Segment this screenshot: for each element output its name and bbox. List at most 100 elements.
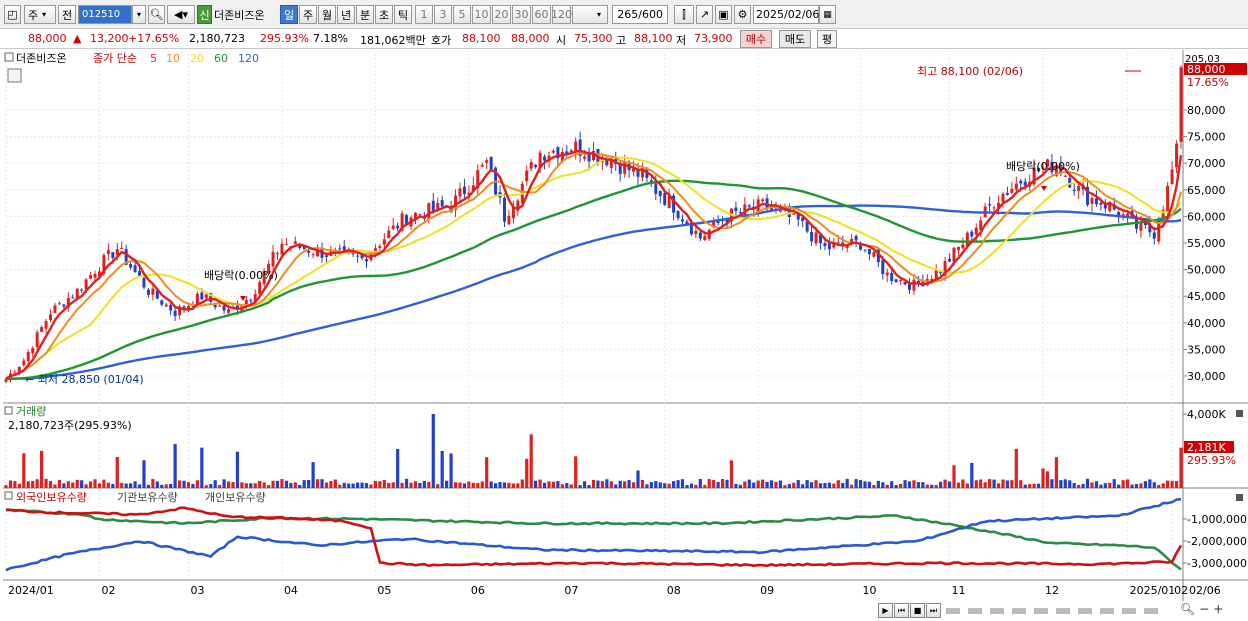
sell-button[interactable]: 매도: [779, 30, 811, 48]
interval-button-3[interactable]: 3: [434, 5, 452, 24]
play-icon[interactable]: ▶: [878, 603, 893, 618]
code-dropdown-icon[interactable]: ▾: [132, 5, 146, 24]
candle-body: [244, 299, 248, 304]
candle-body: [342, 246, 346, 251]
crosshair-icon[interactable]: ↗: [696, 5, 713, 24]
volume-bar: [1028, 484, 1032, 488]
volume-bar: [983, 482, 987, 488]
volume-bar: [1152, 482, 1156, 488]
candle-body: [1099, 202, 1103, 205]
candle-body: [1019, 180, 1023, 184]
volume-bar: [743, 481, 747, 488]
volume-bar: [818, 483, 823, 488]
volume-bar: [275, 480, 280, 488]
candle-body: [997, 202, 1001, 209]
volume-bar: [992, 479, 996, 488]
interval-button-1[interactable]: 1: [415, 5, 433, 24]
custom-interval-select[interactable]: ▾: [572, 5, 608, 24]
candle-body: [195, 293, 199, 307]
candle-body: [859, 242, 863, 250]
candle-body: [427, 203, 431, 219]
period-tab-2[interactable]: 월: [318, 5, 336, 24]
search-icon[interactable]: 🔍︎: [148, 5, 165, 24]
x-axis-label: 02: [1174, 584, 1188, 597]
volume-bar: [1063, 479, 1067, 488]
layout-icon[interactable]: ◰: [4, 5, 21, 24]
volume-bar: [845, 478, 849, 488]
candle-body: [75, 288, 79, 298]
volume-bar: [115, 456, 119, 488]
price-axis-top: 205,03: [1185, 54, 1220, 65]
candle-body: [1059, 164, 1063, 174]
institution-holding-legend: 기관보유수량: [117, 491, 178, 504]
prev-button[interactable]: 전: [58, 5, 76, 24]
period-tab-5[interactable]: 초: [375, 5, 393, 24]
price-axis-label: 70,000: [1187, 157, 1226, 170]
volume-bar: [627, 480, 631, 488]
period-tab-0[interactable]: 일: [280, 5, 298, 24]
ma-legend-10: 10: [166, 52, 180, 65]
forward-icon[interactable]: ⏭: [926, 603, 941, 618]
volume-bar: [850, 484, 854, 488]
candle-body: [801, 217, 805, 222]
candle-body: [912, 279, 916, 291]
date-input[interactable]: 2025/02/06: [753, 5, 819, 24]
calendar-icon[interactable]: ▦: [819, 5, 836, 24]
volume-bar: [796, 480, 800, 488]
volume-bar: [836, 480, 840, 488]
candle-body: [885, 272, 889, 276]
interval-button-120[interactable]: 120: [551, 5, 572, 24]
candle-body: [636, 170, 640, 177]
interval-button-10[interactable]: 10: [472, 5, 491, 24]
volume-bar: [44, 478, 48, 488]
rewind-icon[interactable]: ⏮: [894, 603, 909, 618]
volume-bar: [827, 482, 831, 488]
interval-button-30[interactable]: 30: [512, 5, 531, 24]
candle-body: [1112, 204, 1116, 210]
period-tab-1[interactable]: 주: [299, 5, 317, 24]
volume-bar: [636, 470, 640, 488]
save-icon[interactable]: ▣: [715, 5, 732, 24]
period-tab-4[interactable]: 분: [356, 5, 374, 24]
volume-bar: [623, 481, 627, 488]
stock-name: 더존비즈온: [213, 5, 277, 24]
volume-bar: [894, 485, 898, 488]
interval-button-5[interactable]: 5: [453, 5, 471, 24]
interval-button-60[interactable]: 60: [532, 5, 551, 24]
candle-body: [956, 246, 960, 251]
open-price: 75,300: [574, 32, 613, 45]
volume-bar: [387, 482, 391, 488]
candle-type-icon[interactable]: ⫿: [674, 5, 694, 24]
avg-button[interactable]: 평: [817, 30, 837, 48]
zoom-controls[interactable]: 🔍︎−+: [1180, 602, 1228, 616]
market-type-select[interactable]: 주 ▾: [24, 5, 56, 24]
volume-bar: [1134, 484, 1139, 488]
high-price: 88,100: [634, 32, 673, 45]
buy-button[interactable]: 매수: [740, 30, 772, 48]
candle-body: [970, 231, 974, 237]
period-tab-6[interactable]: 틱: [394, 5, 412, 24]
scroll-track[interactable]: [946, 604, 1176, 616]
volume-bar: [716, 482, 720, 488]
volume-bar: [111, 483, 115, 488]
count-input[interactable]: 265/600: [612, 5, 668, 24]
gear-icon[interactable]: ⚙: [734, 5, 751, 24]
stock-code-input[interactable]: 012510: [78, 5, 132, 24]
volume-bar: [614, 484, 618, 488]
volume-bar: [160, 484, 164, 488]
candle-body: [992, 207, 996, 209]
candle-body: [431, 200, 435, 211]
volume-bar: [680, 479, 685, 488]
volume-bar: [209, 484, 213, 488]
interval-button-20[interactable]: 20: [492, 5, 511, 24]
candle-body: [511, 207, 515, 219]
volume-bar: [502, 482, 507, 488]
candle-body: [458, 188, 462, 197]
volume-bar: [974, 480, 978, 488]
volume-bar: [235, 451, 240, 488]
volume-bar: [142, 460, 146, 488]
speaker-icon[interactable]: ◀▾: [167, 5, 195, 24]
period-tab-3[interactable]: 년: [337, 5, 355, 24]
stock-chart[interactable]: 80,000 75,000 70,000 65,000 60,000 55,000 50,0…: [3, 50, 1248, 601]
stop-icon[interactable]: ■: [910, 603, 925, 618]
